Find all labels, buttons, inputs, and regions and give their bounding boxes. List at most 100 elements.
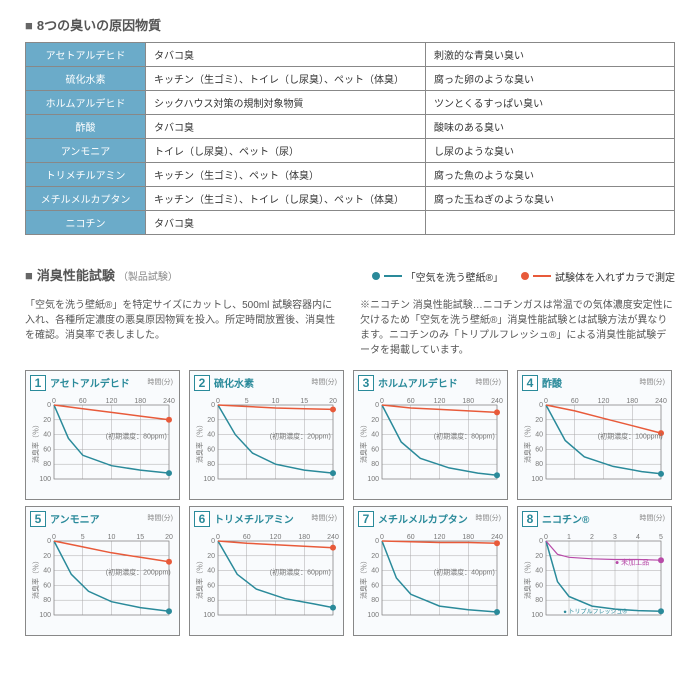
time-axis-label: 時間(分) xyxy=(147,513,173,523)
svg-text:(初期濃度：80ppm): (初期濃度：80ppm) xyxy=(434,431,495,440)
time-axis-label: 時間(分) xyxy=(147,377,173,387)
chart-title: アンモニア xyxy=(50,511,100,526)
svg-text:(初期濃度：200ppm): (初期濃度：200ppm) xyxy=(106,567,171,576)
svg-text:60: 60 xyxy=(43,446,51,453)
time-axis-label: 時間(分) xyxy=(475,377,501,387)
substance-source: キッチン（生ゴミ）、ペット（体臭） xyxy=(146,163,426,187)
svg-text:100: 100 xyxy=(39,476,51,483)
substance-name: アンモニア xyxy=(26,139,146,163)
time-axis-label: 時間(分) xyxy=(311,377,337,387)
svg-text:40: 40 xyxy=(535,567,543,574)
svg-text:80: 80 xyxy=(207,597,215,604)
chart-number: 6 xyxy=(194,511,210,527)
svg-text:80: 80 xyxy=(371,597,379,604)
svg-text:80: 80 xyxy=(43,597,51,604)
substance-smell: 酸味のある臭い xyxy=(426,115,675,139)
svg-text:40: 40 xyxy=(371,431,379,438)
chart-7: 7 メチルメルカプタン 時間(分) 消臭率（％） 060120180240020… xyxy=(353,506,508,636)
svg-text:5: 5 xyxy=(245,398,249,405)
svg-text:● 未加工品: ● 未加工品 xyxy=(615,557,649,566)
substance-smell xyxy=(426,211,675,235)
svg-text:(初期濃度：20ppm): (初期濃度：20ppm) xyxy=(270,431,331,440)
chart-number: 7 xyxy=(358,511,374,527)
svg-text:0: 0 xyxy=(47,402,51,409)
chart-number: 2 xyxy=(194,375,210,391)
substance-name: ホルムアルデヒド xyxy=(26,91,146,115)
svg-text:100: 100 xyxy=(203,476,215,483)
svg-text:20: 20 xyxy=(371,416,379,423)
svg-text:20: 20 xyxy=(207,552,215,559)
svg-text:消臭率（％）: 消臭率（％） xyxy=(195,421,204,463)
svg-text:10: 10 xyxy=(272,398,280,405)
svg-text:20: 20 xyxy=(371,552,379,559)
svg-text:60: 60 xyxy=(371,582,379,589)
svg-text:60: 60 xyxy=(207,446,215,453)
chart-title: ニコチン® xyxy=(542,511,589,526)
svg-text:0: 0 xyxy=(544,534,548,541)
svg-text:40: 40 xyxy=(43,567,51,574)
svg-text:40: 40 xyxy=(43,431,51,438)
time-axis-label: 時間(分) xyxy=(639,513,665,523)
svg-text:120: 120 xyxy=(598,398,610,405)
chart-number: 8 xyxy=(522,511,538,527)
substance-smell: 腐った卵のような臭い xyxy=(426,67,675,91)
section1-title: 8つの臭いの原因物質 xyxy=(25,15,675,34)
svg-text:240: 240 xyxy=(655,398,667,405)
svg-text:80: 80 xyxy=(535,597,543,604)
svg-text:0: 0 xyxy=(52,398,56,405)
chart-title: ホルムアルデヒド xyxy=(378,375,458,390)
substance-name: 酢酸 xyxy=(26,115,146,139)
substance-name: 硫化水素 xyxy=(26,67,146,91)
svg-text:3: 3 xyxy=(613,534,617,541)
substances-table: アセトアルデヒド タバコ臭 刺激的な青臭い臭い硫化水素 キッチン（生ゴミ）、トイ… xyxy=(25,42,675,235)
chart-2: 2 硫化水素 時間(分) 消臭率（％） 05101520020406080100… xyxy=(189,370,344,500)
substance-name: ニコチン xyxy=(26,211,146,235)
svg-text:5: 5 xyxy=(81,534,85,541)
svg-text:消臭率（％）: 消臭率（％） xyxy=(523,421,532,463)
substance-smell: ツンとくるすっぱい臭い xyxy=(426,91,675,115)
substance-smell: し尿のような臭い xyxy=(426,139,675,163)
svg-text:消臭率（％）: 消臭率（％） xyxy=(359,557,368,599)
chart-number: 5 xyxy=(30,511,46,527)
svg-text:100: 100 xyxy=(39,612,51,619)
svg-text:0: 0 xyxy=(544,398,548,405)
svg-text:60: 60 xyxy=(43,582,51,589)
svg-text:● トリプルフレッシュ®: ● トリプルフレッシュ® xyxy=(563,608,627,615)
substance-source: シックハウス対策の規制対象物質 xyxy=(146,91,426,115)
chart-legend: 「空気を洗う壁紙®」 試験体を入れずカラで測定 xyxy=(372,269,675,284)
substance-source: キッチン（生ゴミ）、トイレ（し尿臭）、ペット（体臭） xyxy=(146,67,426,91)
svg-text:20: 20 xyxy=(43,416,51,423)
svg-text:240: 240 xyxy=(491,534,503,541)
svg-text:消臭率（％）: 消臭率（％） xyxy=(359,421,368,463)
substance-source: タバコ臭 xyxy=(146,211,426,235)
svg-text:80: 80 xyxy=(207,461,215,468)
svg-text:20: 20 xyxy=(535,416,543,423)
svg-text:1: 1 xyxy=(567,534,571,541)
svg-text:60: 60 xyxy=(207,582,215,589)
svg-text:240: 240 xyxy=(327,534,339,541)
chart-6: 6 トリメチルアミン 時間(分) 消臭率（％） 0601201802400204… xyxy=(189,506,344,636)
chart-8: 8 ニコチン® 時間(分) 消臭率（％） 012345020406080100 … xyxy=(517,506,672,636)
svg-text:100: 100 xyxy=(203,612,215,619)
svg-text:2: 2 xyxy=(590,534,594,541)
svg-text:180: 180 xyxy=(134,398,146,405)
chart-number: 3 xyxy=(358,375,374,391)
svg-text:120: 120 xyxy=(434,534,446,541)
svg-text:消臭率（％）: 消臭率（％） xyxy=(523,557,532,599)
description-left: 「空気を洗う壁紙®」を特定サイズにカットし、500ml 試験容器内に入れ、各種所… xyxy=(25,298,340,358)
svg-text:消臭率（％）: 消臭率（％） xyxy=(31,421,40,463)
svg-text:10: 10 xyxy=(108,534,116,541)
svg-text:20: 20 xyxy=(165,534,173,541)
substance-smell: 刺激的な青臭い臭い xyxy=(426,43,675,67)
svg-text:80: 80 xyxy=(535,461,543,468)
svg-text:40: 40 xyxy=(207,431,215,438)
substance-source: トイレ（し尿臭）、ペット（尿） xyxy=(146,139,426,163)
charts-grid: 1 アセトアルデヒド 時間(分) 消臭率（％） 0601201802400204… xyxy=(25,370,675,636)
svg-text:消臭率（％）: 消臭率（％） xyxy=(31,557,40,599)
chart-4: 4 酢酸 時間(分) 消臭率（％） 0601201802400204060801… xyxy=(517,370,672,500)
svg-text:40: 40 xyxy=(207,567,215,574)
svg-text:60: 60 xyxy=(371,446,379,453)
substance-name: アセトアルデヒド xyxy=(26,43,146,67)
svg-text:0: 0 xyxy=(216,534,220,541)
svg-text:60: 60 xyxy=(571,398,579,405)
